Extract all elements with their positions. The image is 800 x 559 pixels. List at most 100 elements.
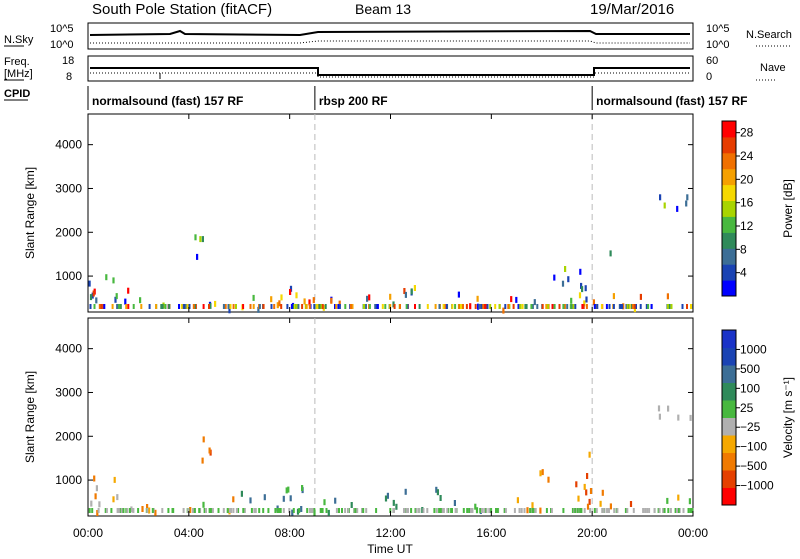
heatmap-cell bbox=[208, 447, 211, 454]
heatmap-cell bbox=[558, 304, 561, 309]
heatmap-cell bbox=[405, 304, 408, 309]
heatmap-cell bbox=[242, 508, 245, 513]
heatmap-cell bbox=[93, 304, 96, 309]
x-tick-label: 20:00 bbox=[577, 526, 607, 540]
heatmap-cell bbox=[202, 436, 205, 443]
heatmap-cell bbox=[228, 508, 231, 513]
heatmap-cell bbox=[553, 304, 556, 309]
heatmap-cell bbox=[98, 501, 101, 508]
heatmap-cell bbox=[446, 508, 449, 513]
heatmap-cell bbox=[588, 451, 591, 458]
x-tick-label: 00:00 bbox=[678, 526, 708, 540]
heatmap-cell bbox=[553, 274, 556, 281]
heatmap-cell bbox=[365, 508, 368, 513]
heatmap-cell bbox=[609, 503, 612, 510]
heatmap-cell bbox=[682, 508, 685, 513]
cpid-segment-label: rbsp 200 RF bbox=[319, 94, 388, 108]
heatmap-cell bbox=[612, 304, 615, 309]
heatmap-cell bbox=[366, 295, 369, 302]
heatmap-cell bbox=[451, 508, 453, 513]
heatmap-cell bbox=[629, 501, 633, 507]
heatmap-cell bbox=[338, 508, 340, 513]
heatmap-cell bbox=[644, 508, 647, 513]
x-tick-label: 00:00 bbox=[73, 526, 103, 540]
heatmap-cell bbox=[517, 304, 520, 309]
heatmap-cell bbox=[413, 285, 416, 291]
y-tick-label: 1000 bbox=[55, 473, 82, 487]
heatmap-cell bbox=[585, 489, 588, 496]
heatmap-cell bbox=[254, 508, 257, 513]
heatmap-cell bbox=[188, 304, 191, 309]
colorbar-swatch bbox=[722, 232, 736, 249]
y-axis-label: Slant Range [km] bbox=[23, 167, 37, 259]
colorbar-swatch bbox=[722, 470, 736, 488]
heatmap-cell bbox=[445, 304, 448, 309]
colorbar-tick-label: 500 bbox=[740, 362, 760, 376]
heatmap-cell bbox=[585, 304, 588, 309]
heatmap-cell bbox=[154, 509, 157, 516]
heatmap-cell bbox=[589, 508, 592, 513]
heatmap-cell bbox=[327, 509, 330, 516]
heatmap-cell bbox=[291, 509, 294, 516]
heatmap-cell bbox=[458, 304, 461, 309]
heatmap-cell bbox=[222, 304, 225, 309]
heatmap-cell bbox=[510, 296, 513, 303]
heatmap-cell bbox=[124, 298, 127, 305]
heatmap-cell bbox=[690, 304, 692, 309]
heatmap-cell bbox=[536, 304, 539, 309]
heatmap-cells bbox=[88, 194, 693, 314]
heatmap-cell bbox=[243, 508, 246, 513]
heatmap-cell bbox=[414, 304, 416, 309]
heatmap-cell bbox=[584, 285, 587, 292]
heatmap-cell bbox=[518, 508, 521, 513]
heatmap-cell bbox=[334, 304, 336, 309]
heatmap-cell bbox=[90, 500, 93, 507]
heatmap-cell bbox=[613, 508, 616, 513]
y-tick-label: 2000 bbox=[55, 429, 82, 443]
heatmap-cells bbox=[88, 405, 694, 516]
heatmap-cell bbox=[98, 304, 101, 309]
velocity-colorbar: 1000 500 100 25 −25 −100 −500 −1000 Velocity [m … bbox=[721, 329, 795, 506]
heatmap-cell bbox=[529, 508, 532, 513]
power-colorbar: 4 8 12 16 20 24 28 Power [dB] bbox=[721, 120, 795, 297]
heatmap-cell bbox=[181, 304, 184, 309]
heatmap-cell bbox=[572, 304, 575, 309]
heatmap-cell bbox=[415, 508, 418, 513]
heatmap-cell bbox=[146, 504, 149, 510]
heatmap-cell bbox=[202, 501, 205, 508]
heatmap-cell bbox=[633, 304, 636, 309]
heatmap-cell bbox=[547, 304, 549, 309]
heatmap-cell bbox=[519, 304, 522, 309]
heatmap-cell bbox=[335, 508, 338, 513]
heatmap-cell bbox=[350, 502, 353, 508]
heatmap-cell bbox=[305, 304, 308, 309]
heatmap-cell bbox=[513, 508, 516, 513]
heatmap-cell bbox=[574, 304, 577, 309]
heatmap-cell bbox=[495, 508, 497, 513]
heatmap-cell bbox=[292, 508, 295, 513]
heatmap-cell bbox=[406, 508, 408, 513]
heatmap-cell bbox=[512, 304, 515, 309]
heatmap-cell bbox=[368, 304, 371, 309]
heatmap-cell bbox=[421, 507, 424, 513]
heatmap-cell bbox=[471, 508, 474, 513]
heatmap-cell bbox=[208, 304, 210, 309]
heatmap-cell bbox=[504, 508, 507, 513]
time-axis: 00:00 04:00 08:00 12:00 16:00 20:00 00:00 bbox=[73, 114, 708, 540]
heatmap-cell bbox=[662, 508, 665, 513]
heatmap-cell bbox=[262, 304, 265, 309]
heatmap-cell bbox=[426, 508, 429, 513]
heatmap-cell bbox=[289, 285, 293, 292]
heatmap-cell bbox=[300, 506, 303, 512]
heatmap-cell bbox=[298, 508, 301, 513]
heatmap-cell bbox=[562, 304, 565, 309]
heatmap-cell bbox=[112, 496, 115, 503]
heatmap-cell bbox=[194, 304, 196, 309]
colorbar-label: Power [dB] bbox=[781, 179, 795, 238]
heatmap-cell bbox=[600, 304, 603, 309]
heatmap-cell bbox=[232, 304, 235, 309]
heatmap-cell bbox=[601, 489, 604, 496]
heatmap-cell bbox=[658, 413, 661, 420]
heatmap-cell bbox=[280, 304, 283, 309]
